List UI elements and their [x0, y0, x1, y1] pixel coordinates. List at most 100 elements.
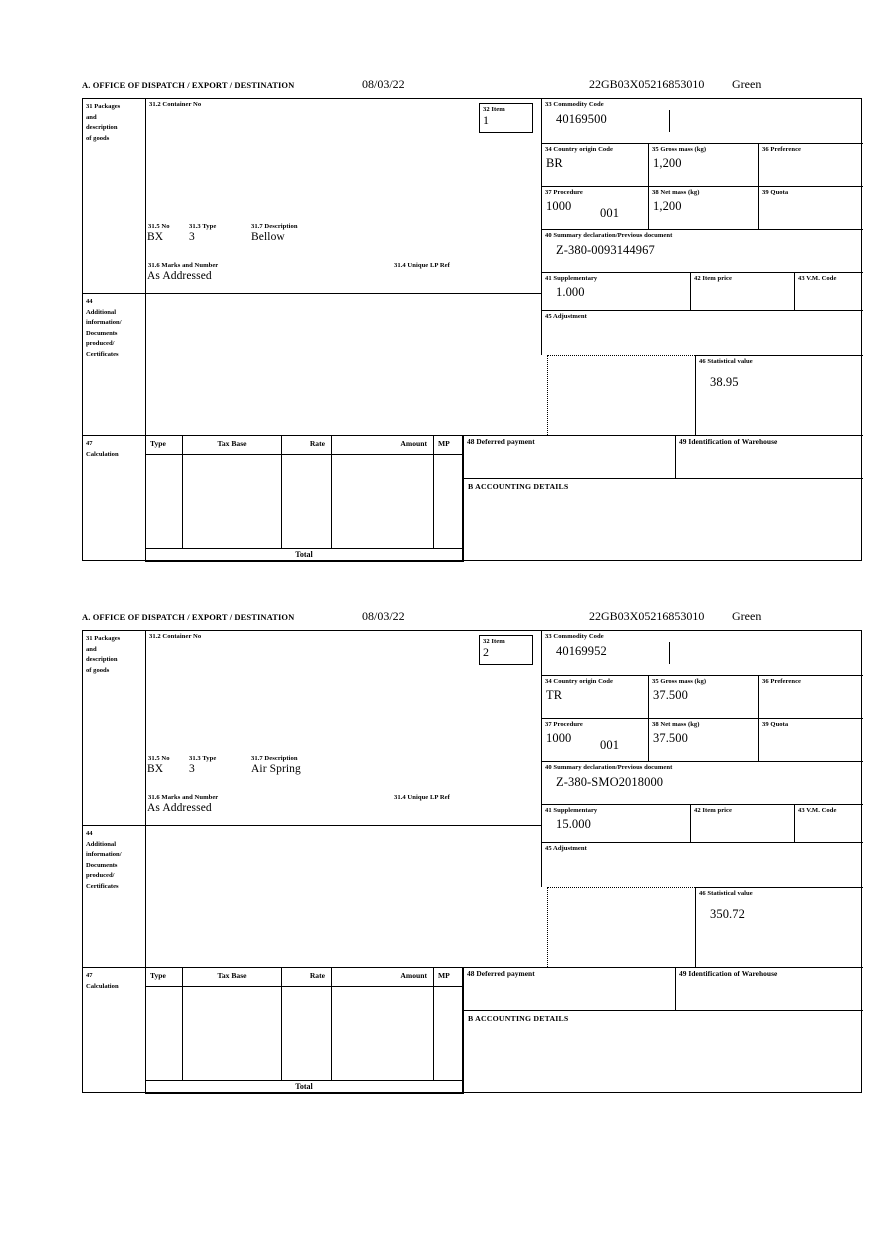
box-46-statistical-value[interactable]: 46 Statistical value 350.72	[695, 887, 863, 967]
header-lane-status: Green	[732, 77, 762, 91]
calc-body-rate[interactable]	[281, 455, 331, 549]
box-31-5-no[interactable]: 31.5 No BX	[147, 221, 217, 245]
box-46-statistical-value[interactable]: 46 Statistical value 38.95	[695, 355, 863, 435]
calc-body-tax-base[interactable]	[182, 455, 281, 549]
box-48-deferred-payment[interactable]: 48 Deferred payment	[463, 967, 675, 1011]
box-31-label-line1: 31 Packages	[86, 103, 121, 110]
box-40-previous-document[interactable]: 40 Summary declaration/Previous document…	[541, 229, 863, 272]
calc-body-type[interactable]	[145, 987, 182, 1081]
calc-body-rate[interactable]	[281, 987, 331, 1081]
calc-header-type-text: Type	[150, 439, 166, 448]
box-32-item[interactable]: 32 Item 1	[479, 103, 533, 133]
box-31-5-no[interactable]: 31.5 No BX	[147, 753, 217, 777]
box-31-4-unique-lp-ref[interactable]: 31.4 Unique LP Ref	[393, 260, 533, 286]
box-43-value	[795, 283, 863, 286]
box-45-adjustment[interactable]: 45 Adjustment	[541, 842, 863, 887]
box-39-quota[interactable]: 39 Quota	[758, 718, 863, 761]
box-49-label: 49 Identification of Warehouse	[679, 969, 778, 978]
box-31-label-line3: description	[86, 656, 118, 663]
box-36-preference[interactable]: 36 Preference	[758, 143, 863, 186]
commodity-code-divider-tick	[669, 642, 670, 664]
box-31-5-label: 31.5 No	[148, 223, 170, 230]
box-34-country-origin-code[interactable]: 34 Country origin Code BR	[541, 143, 648, 186]
section-b-accounting-details[interactable]: B ACCOUNTING DETAILS	[463, 1011, 863, 1094]
calc-header-mp: MP	[433, 967, 463, 987]
box-36-label: 36 Preference	[762, 678, 802, 685]
box-40-previous-document[interactable]: 40 Summary declaration/Previous document…	[541, 761, 863, 804]
box-38-value: 1,200	[653, 199, 682, 213]
box-38-net-mass[interactable]: 38 Net mass (kg) 1,200	[648, 186, 758, 229]
box-33-commodity-code[interactable]: 33 Commodity Code 40169952	[541, 631, 863, 675]
calc-total-label: Total	[295, 550, 313, 559]
box-48-label: 48 Deferred payment	[467, 437, 535, 446]
box-31-7-description[interactable]: 31.7 Description Bellow	[250, 221, 500, 245]
calc-header-tax-base-text: Tax Base	[217, 439, 247, 448]
box-42-item-price[interactable]: 42 Item price	[690, 272, 794, 310]
box-31-2-container-no[interactable]: 31.2 Container No	[145, 99, 541, 293]
box-37-label: 37 Procedure	[545, 189, 583, 196]
box-37-procedure[interactable]: 37 Procedure 1000 001	[541, 718, 648, 761]
calc-total-label: Total	[295, 1082, 313, 1091]
box-37-procedure[interactable]: 37 Procedure 1000 001	[541, 186, 648, 229]
box-45-adjustment[interactable]: 45 Adjustment	[541, 310, 863, 355]
box-45-label: 45 Adjustment	[545, 313, 587, 320]
box-44-label-line3: information/	[86, 851, 122, 858]
box-35-gross-mass[interactable]: 35 Gross mass (kg) 37.500	[648, 675, 758, 718]
calc-header-type: Type	[145, 967, 182, 987]
calc-body-mp[interactable]	[433, 455, 463, 549]
form-header: A. OFFICE OF DISPATCH / EXPORT / DESTINA…	[82, 609, 862, 630]
box-38-value: 37.500	[653, 731, 688, 745]
calc-body-amount[interactable]	[331, 987, 433, 1081]
section-b-accounting-details[interactable]: B ACCOUNTING DETAILS	[463, 479, 863, 562]
box-49-label: 49 Identification of Warehouse	[679, 437, 778, 446]
calc-body-mp[interactable]	[433, 987, 463, 1081]
box-31-6-marks-and-number[interactable]: 31.6 Marks and Number As Addressed	[147, 260, 387, 286]
box-31-label-line2: and	[86, 113, 97, 121]
box-31-label-line3: description	[86, 124, 118, 131]
box-37-value: 1000	[546, 731, 572, 745]
calc-body-type[interactable]	[145, 455, 182, 549]
box-31-7-description[interactable]: 31.7 Description Air Spring	[250, 753, 500, 777]
box-44-label-line1: 44	[86, 298, 93, 305]
box-43-vm-code[interactable]: 43 V.M. Code	[794, 804, 863, 842]
calc-total-row: Total	[145, 549, 463, 562]
box-37-value: 1000	[546, 199, 572, 213]
box-43-label: 43 V.M. Code	[798, 275, 837, 282]
box-43-value	[795, 815, 863, 818]
box-32-item[interactable]: 32 Item 2	[479, 635, 533, 665]
box-33-commodity-code[interactable]: 33 Commodity Code 40169500	[541, 99, 863, 143]
box-31-2-container-no[interactable]: 31.2 Container No	[145, 631, 541, 825]
calc-header-tax-base: Tax Base	[182, 967, 281, 987]
box-46-value: 350.72	[710, 907, 745, 921]
box-48-deferred-payment[interactable]: 48 Deferred payment	[463, 435, 675, 479]
calc-body-tax-base[interactable]	[182, 987, 281, 1081]
box-38-net-mass[interactable]: 38 Net mass (kg) 37.500	[648, 718, 758, 761]
calc-header-type: Type	[145, 435, 182, 455]
box-39-value	[759, 729, 863, 732]
calc-body-amount[interactable]	[331, 455, 433, 549]
box-33-value: 40169952	[556, 644, 607, 658]
box-41-supplementary[interactable]: 41 Supplementary 1.000	[541, 272, 690, 310]
box-36-preference[interactable]: 36 Preference	[758, 675, 863, 718]
box-34-country-origin-code[interactable]: 34 Country origin Code TR	[541, 675, 648, 718]
calc-header-mp: MP	[433, 435, 463, 455]
box-36-value	[759, 154, 863, 157]
box-31-4-unique-lp-ref[interactable]: 31.4 Unique LP Ref	[393, 792, 533, 818]
box-35-gross-mass[interactable]: 35 Gross mass (kg) 1,200	[648, 143, 758, 186]
box-38-label: 38 Net mass (kg)	[652, 189, 700, 196]
box-31-3-type[interactable]: 31.3 Type 3	[188, 753, 258, 777]
box-31-6-marks-and-number[interactable]: 31.6 Marks and Number As Addressed	[147, 792, 387, 818]
box-44-additional-information[interactable]	[145, 825, 541, 967]
box-42-item-price[interactable]: 42 Item price	[690, 804, 794, 842]
box-43-vm-code[interactable]: 43 V.M. Code	[794, 272, 863, 310]
box-31-3-type[interactable]: 31.3 Type 3	[188, 221, 258, 245]
calc-header-tax-base: Tax Base	[182, 435, 281, 455]
box-41-supplementary[interactable]: 41 Supplementary 15.000	[541, 804, 690, 842]
box-49-warehouse-identification[interactable]: 49 Identification of Warehouse	[675, 435, 863, 479]
box-44-additional-information[interactable]	[145, 293, 541, 435]
box-31-6-value: As Addressed	[147, 802, 212, 814]
box-49-warehouse-identification[interactable]: 49 Identification of Warehouse	[675, 967, 863, 1011]
box-39-quota[interactable]: 39 Quota	[758, 186, 863, 229]
box-35-value: 37.500	[653, 688, 688, 702]
box-32-value: 2	[483, 645, 490, 659]
